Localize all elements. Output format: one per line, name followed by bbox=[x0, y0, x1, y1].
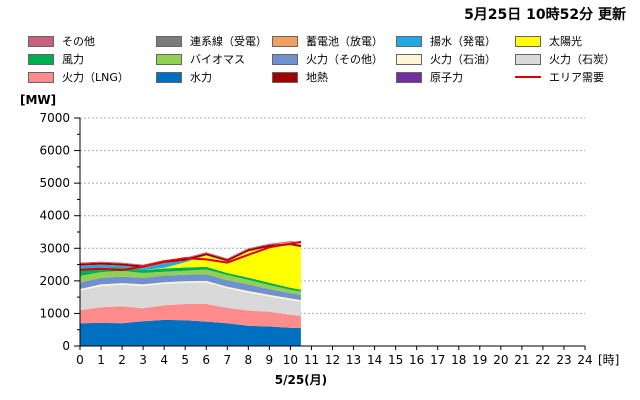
update-timestamp: 5月25日 10時52分 更新 bbox=[464, 7, 626, 23]
x-tick-label: 18 bbox=[451, 353, 466, 367]
area-series bbox=[80, 304, 301, 329]
y-tick-label: 6000 bbox=[39, 144, 70, 158]
x-axis-label: 5/25(月) bbox=[275, 373, 327, 387]
legend-label: 原子力 bbox=[430, 71, 463, 84]
legend-item: 火力（石炭） bbox=[515, 51, 615, 67]
legend-swatch bbox=[272, 53, 298, 65]
x-tick-label: 4 bbox=[160, 353, 168, 367]
legend-label: その他 bbox=[62, 35, 95, 48]
legend-swatch bbox=[28, 53, 54, 65]
legend-label: 火力（石油） bbox=[430, 53, 496, 66]
legend-item: 火力（その他） bbox=[272, 51, 383, 67]
legend-swatch bbox=[272, 71, 298, 83]
x-tick-label: 9 bbox=[266, 353, 274, 367]
chart-legend: その他 連系線（受電） 蓄電池（放電） 揚水（発電） 太陽光風力 バイオマス 火力（その他）… bbox=[28, 33, 628, 85]
legend-swatch bbox=[396, 35, 422, 47]
x-tick-label: 19 bbox=[472, 353, 487, 367]
x-tick-label: 13 bbox=[346, 353, 361, 367]
legend-label: 連系線（受電） bbox=[190, 35, 267, 48]
legend-label: 風力 bbox=[62, 53, 84, 66]
legend-item: エリア需要 bbox=[515, 69, 604, 85]
x-tick-label: 5 bbox=[181, 353, 189, 367]
y-tick-label: 3000 bbox=[39, 241, 70, 255]
legend-swatch bbox=[156, 53, 182, 65]
x-tick-label: 16 bbox=[409, 353, 424, 367]
x-tick-label: 2 bbox=[118, 353, 126, 367]
legend-swatch bbox=[396, 71, 422, 83]
x-tick-label: 15 bbox=[388, 353, 403, 367]
legend-item: 連系線（受電） bbox=[156, 33, 267, 49]
legend-item: 火力（石油） bbox=[396, 51, 496, 67]
legend-swatch bbox=[515, 53, 541, 65]
demand-line bbox=[79, 240, 302, 272]
x-axis-unit: [時] bbox=[598, 353, 619, 367]
legend-item: 原子力 bbox=[396, 69, 463, 85]
x-tick-label: 1 bbox=[97, 353, 105, 367]
legend-item: その他 bbox=[28, 33, 95, 49]
x-tick-label: 10 bbox=[283, 353, 298, 367]
area-series bbox=[80, 282, 301, 316]
legend-swatch bbox=[396, 53, 422, 65]
legend-item: 太陽光 bbox=[515, 33, 582, 49]
y-tick-label: 1000 bbox=[39, 306, 70, 320]
legend-swatch bbox=[28, 71, 54, 83]
legend-label: 水力 bbox=[190, 71, 212, 84]
legend-swatch bbox=[272, 35, 298, 47]
legend-label: 太陽光 bbox=[549, 35, 582, 48]
legend-item: 地熱 bbox=[272, 69, 328, 85]
area-series bbox=[80, 319, 301, 346]
legend-item: 揚水（発電） bbox=[396, 33, 496, 49]
legend-item: バイオマス bbox=[156, 51, 245, 67]
x-tick-label: 6 bbox=[202, 353, 210, 367]
x-tick-label: 22 bbox=[535, 353, 550, 367]
x-tick-label: 14 bbox=[367, 353, 382, 367]
legend-item: 水力 bbox=[156, 69, 212, 85]
y-tick-label: 5000 bbox=[39, 176, 70, 190]
legend-label: 地熱 bbox=[306, 71, 328, 84]
legend-swatch bbox=[515, 35, 541, 47]
y-tick-label: 0 bbox=[62, 339, 70, 353]
x-tick-label: 21 bbox=[514, 353, 529, 367]
legend-swatch bbox=[28, 35, 54, 47]
legend-swatch bbox=[156, 71, 182, 83]
x-tick-label: 23 bbox=[556, 353, 571, 367]
legend-label: エリア需要 bbox=[549, 71, 604, 84]
legend-label: 火力（その他） bbox=[306, 53, 383, 66]
legend-label: 火力（石炭） bbox=[549, 53, 615, 66]
y-axis-label: [MW] bbox=[20, 93, 56, 107]
legend-label: 火力（LNG） bbox=[62, 71, 129, 84]
area-series bbox=[80, 269, 301, 295]
x-tick-label: 24 bbox=[577, 353, 592, 367]
x-tick-label: 7 bbox=[223, 353, 231, 367]
x-tick-label: 17 bbox=[430, 353, 445, 367]
legend-item: 火力（LNG） bbox=[28, 69, 129, 85]
legend-swatch bbox=[515, 76, 541, 78]
y-tick-label: 4000 bbox=[39, 209, 70, 223]
area-series bbox=[80, 245, 301, 271]
x-tick-label: 8 bbox=[245, 353, 253, 367]
x-tick-label: 0 bbox=[76, 353, 84, 367]
legend-label: 揚水（発電） bbox=[430, 35, 496, 48]
legend-item: 蓄電池（放電） bbox=[272, 33, 383, 49]
legend-swatch bbox=[156, 35, 182, 47]
x-tick-label: 20 bbox=[493, 353, 508, 367]
x-tick-label: 11 bbox=[304, 353, 319, 367]
x-tick-label: 12 bbox=[325, 353, 340, 367]
x-tick-label: 3 bbox=[139, 353, 147, 367]
y-tick-label: 7000 bbox=[39, 111, 70, 125]
legend-label: 蓄電池（放電） bbox=[306, 35, 383, 48]
y-tick-label: 2000 bbox=[39, 274, 70, 288]
legend-item: 風力 bbox=[28, 51, 84, 67]
legend-label: バイオマス bbox=[190, 53, 245, 66]
area-series bbox=[80, 274, 301, 301]
